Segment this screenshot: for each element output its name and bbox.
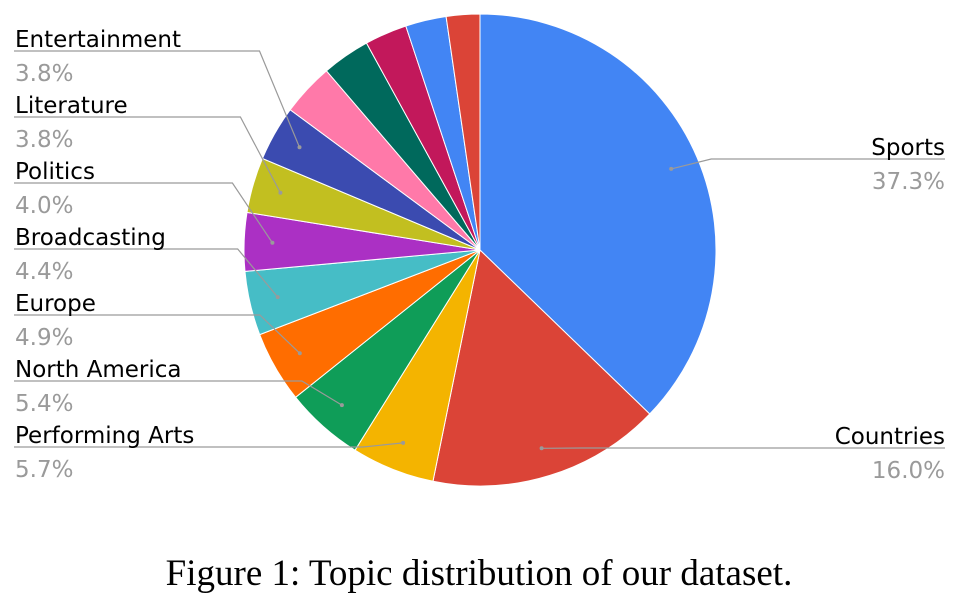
slice-label-broadcasting: Broadcasting xyxy=(15,225,166,251)
leader-dot-north-america xyxy=(339,403,344,408)
leader-line-europe xyxy=(14,314,301,354)
slice-value-europe: 4.9% xyxy=(15,325,73,351)
leader-dot-sports xyxy=(669,166,674,171)
slice-label-politics: Politics xyxy=(15,159,95,185)
leader-line-north-america xyxy=(14,380,343,406)
slice-value-sports: 37.3% xyxy=(872,169,945,195)
leader-dot-entertainment xyxy=(297,145,302,150)
pie-slice-sports xyxy=(479,13,717,415)
leader-dot-broadcasting xyxy=(275,295,280,300)
pie-slice-13 xyxy=(445,13,481,251)
slice-labels: Sports 37.3% Countries 16.0% Performing Arts… xyxy=(15,27,945,484)
slice-label-performing-arts: Performing Arts xyxy=(15,423,194,449)
slice-value-broadcasting: 4.4% xyxy=(15,259,73,285)
slice-label-sports: Sports xyxy=(871,135,945,161)
leader-line-literature xyxy=(14,116,281,194)
slice-value-performing-arts: 5.7% xyxy=(15,457,73,483)
pie-chart: Sports 37.3% Countries 16.0% Performing Arts… xyxy=(14,13,945,487)
leader-line-broadcasting xyxy=(14,248,279,298)
leader-dot-performing-arts xyxy=(401,440,406,445)
slice-value-literature: 3.8% xyxy=(15,127,73,153)
leader-lines xyxy=(14,50,945,451)
slice-label-literature: Literature xyxy=(15,93,128,119)
slice-value-entertainment: 3.8% xyxy=(15,61,73,87)
pie-slice-countries xyxy=(432,249,651,487)
leader-line-sports xyxy=(671,158,945,170)
slice-label-countries: Countries xyxy=(835,424,945,450)
leader-dot-countries xyxy=(539,446,544,451)
slice-value-north-america: 5.4% xyxy=(15,391,73,417)
leader-dot-politics xyxy=(270,240,275,245)
leader-dot-literature xyxy=(278,190,283,195)
leader-line-performing-arts xyxy=(14,442,404,448)
slice-value-politics: 4.0% xyxy=(15,193,73,219)
slice-label-north-america: North America xyxy=(15,357,182,383)
leader-dot-europe xyxy=(297,351,302,356)
slice-label-europe: Europe xyxy=(15,291,96,317)
slice-label-entertainment: Entertainment xyxy=(15,27,181,53)
pie-slices xyxy=(243,13,717,487)
figure-caption: Figure 1: Topic distribution of our data… xyxy=(165,553,793,594)
leader-line-politics xyxy=(14,182,273,244)
leader-line-entertainment xyxy=(14,50,301,148)
slice-value-countries: 16.0% xyxy=(872,458,945,484)
